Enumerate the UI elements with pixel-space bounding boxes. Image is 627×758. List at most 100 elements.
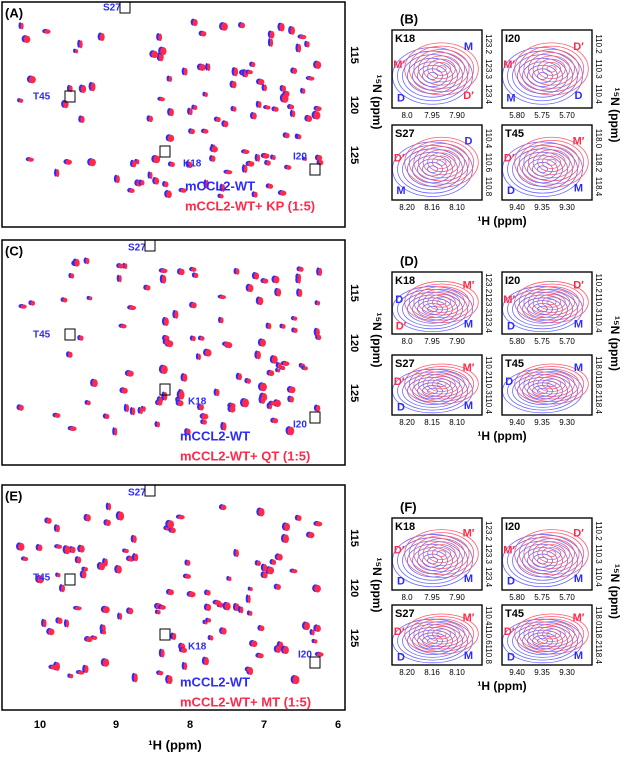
- peak-complex: [283, 522, 291, 532]
- contour-complex: [422, 373, 461, 395]
- peak-complex: [253, 191, 258, 198]
- inset-x-tick: 8.10: [449, 203, 465, 212]
- peak-complex: [277, 368, 281, 373]
- contour-complex: [431, 296, 452, 308]
- residue-box: [119, 1, 131, 14]
- peak-complex: [28, 75, 36, 84]
- peak-complex: [133, 553, 139, 562]
- peak-complex: [243, 164, 248, 174]
- contour-wt: [512, 374, 573, 408]
- peak-complex: [248, 610, 253, 616]
- contour-complex: [537, 626, 566, 642]
- peak-complex: [105, 519, 111, 527]
- inset-frame-edge: [391, 29, 483, 109]
- peak-complex: [22, 556, 29, 562]
- peak-complex: [142, 406, 146, 412]
- x-tick-label: 7: [261, 719, 267, 731]
- peak-complex: [291, 110, 296, 118]
- contour-complex: [537, 376, 566, 392]
- peak-complex: [282, 534, 289, 544]
- panel-letter: (B): [400, 11, 418, 26]
- peak-complex: [273, 106, 279, 112]
- inset-residue: I20: [505, 275, 520, 287]
- peak-complex: [308, 532, 315, 539]
- peak-complex: [306, 115, 313, 122]
- peak-complex: [70, 273, 75, 279]
- inset-x-tick: 9.40: [509, 418, 525, 427]
- peak-complex: [315, 328, 320, 337]
- legend-entry: mCCL2-WT+ QT (1:5): [180, 448, 310, 463]
- inset-y-tick: 110.4: [594, 313, 603, 333]
- peak-complex: [271, 355, 278, 364]
- peak-complex: [167, 134, 175, 142]
- peak-complex: [20, 304, 27, 309]
- peak-complex: [242, 398, 250, 408]
- residue-box: [64, 573, 76, 586]
- contour-wt: [537, 71, 548, 80]
- y-axis-label: ¹⁵N (ppm): [370, 558, 384, 613]
- peak-complex: [274, 399, 281, 408]
- peak-complex: [293, 327, 298, 334]
- inset-y-tick: 110.4: [594, 567, 603, 587]
- peak-complex: [258, 507, 265, 517]
- contour-wt: [522, 547, 563, 575]
- inset-residue: K18: [395, 275, 415, 287]
- contour-wt: [417, 158, 448, 180]
- state-label: D′: [573, 280, 584, 292]
- contour-wt: [407, 294, 458, 324]
- contour-complex: [436, 631, 447, 637]
- peak-complex: [262, 153, 270, 159]
- residue-box: [159, 145, 171, 158]
- peak-complex: [272, 418, 279, 424]
- peak-complex: [269, 38, 274, 48]
- peak-complex: [246, 378, 251, 384]
- inset-x-tick: 9.30: [559, 668, 575, 677]
- state-label: D: [505, 376, 513, 388]
- contour-complex: [413, 143, 470, 182]
- panel-letter: (F): [400, 499, 417, 514]
- y-tick-label: 120: [348, 334, 360, 352]
- contour-complex: [532, 55, 571, 83]
- peak-complex: [292, 316, 298, 321]
- state-label: D: [465, 135, 473, 147]
- peak-complex: [289, 104, 295, 110]
- peak-complex: [153, 155, 161, 164]
- peak-complex: [117, 511, 125, 521]
- contour-wt: [522, 155, 563, 184]
- peak-complex: [198, 404, 204, 411]
- contour-wt: [412, 629, 453, 653]
- peak-complex: [220, 504, 227, 511]
- inset-y-tick: 110.3: [594, 293, 603, 313]
- peak-complex: [296, 515, 302, 522]
- peak-complex: [306, 41, 310, 48]
- peak-complex: [75, 49, 79, 54]
- peak-complex: [167, 520, 175, 529]
- peak-complex: [102, 606, 110, 614]
- contour-wt: [527, 550, 558, 571]
- inset-x-axis-label: ¹H (ppm): [477, 679, 526, 693]
- peak-complex: [307, 76, 315, 81]
- contour-complex: [436, 299, 447, 306]
- inset-x-tick: 5.70: [559, 111, 575, 120]
- peak-complex: [70, 546, 76, 554]
- peak-complex: [169, 161, 175, 168]
- contour-complex: [422, 623, 461, 645]
- peak-complex: [268, 370, 275, 377]
- peak-complex: [315, 106, 322, 112]
- contour-wt: [537, 387, 548, 395]
- peak-complex: [281, 93, 289, 103]
- x-tick-label: 6: [335, 719, 341, 731]
- peak-complex: [271, 559, 277, 566]
- state-label: D′: [504, 626, 515, 638]
- peak-complex: [126, 370, 134, 377]
- contour-wt: [407, 543, 458, 578]
- contour-complex: [546, 299, 557, 306]
- contour-wt: [402, 374, 463, 408]
- peak-complex: [233, 67, 239, 77]
- state-label: M: [464, 400, 473, 412]
- contour-complex: [408, 532, 475, 575]
- peak-complex: [205, 349, 212, 357]
- inset-y-tick: 110.6: [484, 625, 493, 645]
- contour-complex: [518, 366, 585, 402]
- peak-complex: [193, 272, 199, 279]
